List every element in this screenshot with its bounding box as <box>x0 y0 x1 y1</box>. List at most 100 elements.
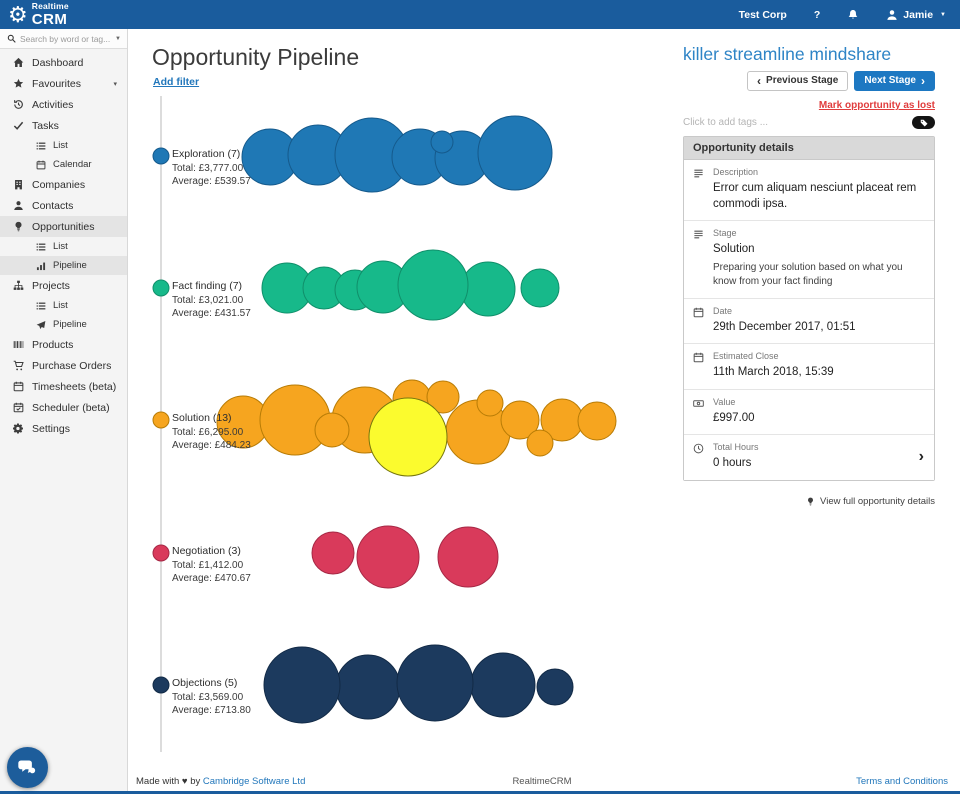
sidebar-search[interactable]: ▼ <box>0 29 127 49</box>
opportunity-panel: killer streamline mindshare ‹ Previous S… <box>683 44 935 507</box>
user-icon <box>13 200 24 211</box>
history-icon <box>13 99 24 110</box>
opportunity-bubble[interactable] <box>526 429 554 457</box>
sidebar-item-label: Opportunities <box>32 220 95 233</box>
chat-button[interactable] <box>7 747 48 788</box>
sidebar-item-purchase-orders[interactable]: Purchase Orders <box>0 355 127 376</box>
opportunity-bubble[interactable] <box>536 668 574 706</box>
stage-avg: Average: £470.67 <box>172 573 251 584</box>
detail-row-value[interactable]: Value £997.00 <box>684 388 934 435</box>
stage-label-negotiation: Negotiation (3) Total: £1,412.00 Average: … <box>172 545 290 586</box>
search-input[interactable] <box>20 33 112 44</box>
stage-total: Total: £1,412.00 <box>172 559 244 571</box>
opportunity-bubble[interactable] <box>311 531 355 575</box>
sidebar-item-opportunities[interactable]: Opportunities <box>0 216 127 237</box>
detail-label: Description <box>713 167 759 177</box>
opportunity-bubble[interactable] <box>500 400 540 440</box>
opportunity-bubble[interactable] <box>470 652 536 718</box>
detail-label: Value <box>713 396 736 407</box>
add-filter-link[interactable]: Add filter <box>153 76 200 88</box>
opportunity-bubble[interactable] <box>476 389 504 417</box>
sidebar-item-scheduler-beta[interactable]: Scheduler (beta) <box>0 397 127 418</box>
sidebar-item-favourites[interactable]: Favourites ▾ <box>0 73 127 94</box>
navbar-company[interactable]: Test Corp <box>738 8 787 21</box>
opportunity-bubble[interactable] <box>314 412 350 448</box>
user-menu[interactable]: Jamie ▼ <box>886 9 946 21</box>
stage-name: Negotiation (3) <box>172 545 241 557</box>
sidebar-item-label: List <box>53 140 68 151</box>
detail-value: 29th December 2017, 01:51 <box>713 320 856 333</box>
opportunity-bubble[interactable] <box>356 525 420 589</box>
detail-row-estimated-close[interactable]: Estimated Close 11th March 2018, 15:39 <box>684 343 934 389</box>
opportunity-bubble[interactable] <box>396 644 474 722</box>
sidebar-item-timesheets-beta[interactable]: Timesheets (beta) <box>0 376 127 397</box>
details-header: Opportunity details <box>684 137 934 160</box>
sidebar-item-contacts[interactable]: Contacts <box>0 195 127 216</box>
sidebar-item-label: Products <box>32 338 74 351</box>
opportunity-bubble[interactable] <box>577 401 617 441</box>
opportunity-bubble[interactable] <box>426 380 460 414</box>
opportunity-details-card: Opportunity details Description Error cum… <box>683 136 935 481</box>
sidebar-item-label: Timesheets (beta) <box>32 380 117 393</box>
help-button[interactable]: ? <box>813 8 821 21</box>
notifications-button[interactable] <box>847 9 859 21</box>
detail-label: Date <box>713 305 733 316</box>
home-icon <box>13 57 24 68</box>
gear-icon <box>13 423 24 434</box>
sidebar-item-projects[interactable]: Projects <box>0 275 127 296</box>
app-logo[interactable]: ⚙ Realtime CRM <box>8 2 69 27</box>
bell-icon <box>847 9 859 21</box>
opportunity-bubble[interactable] <box>437 526 499 588</box>
chevron-right-icon: › <box>918 448 924 466</box>
opportunity-bubble[interactable] <box>520 268 560 308</box>
caret-down-icon: ▼ <box>940 11 946 18</box>
tag-icon <box>920 119 927 126</box>
sidebar-item-list[interactable]: List <box>0 296 127 315</box>
mark-opportunity-lost-link[interactable]: Mark opportunity as lost <box>818 100 935 111</box>
sidebar-item-label: Pipeline <box>53 260 87 271</box>
company-link[interactable]: Cambridge Software Ltd <box>202 775 306 787</box>
text-lines-icon <box>693 168 704 179</box>
detail-row-total-hours[interactable]: Total Hours 0 hours › <box>684 434 934 480</box>
sidebar-item-label: Companies <box>32 178 86 191</box>
sidebar-item-dashboard[interactable]: Dashboard <box>0 52 127 73</box>
opportunity-bubble[interactable] <box>263 646 341 724</box>
sidebar-item-settings[interactable]: Settings <box>0 418 127 439</box>
sidebar-item-list[interactable]: List <box>0 136 127 155</box>
tag-button[interactable] <box>912 116 935 129</box>
sidebar-item-activities[interactable]: Activities <box>0 94 127 115</box>
check-icon <box>13 120 24 131</box>
footer: Made with ♥ by Cambridge Software Ltd Re… <box>128 773 960 789</box>
search-caret-down-icon[interactable]: ▼ <box>115 35 121 42</box>
lightbulb-icon <box>13 221 24 232</box>
previous-stage-button[interactable]: ‹ Previous Stage <box>747 71 849 91</box>
stage-dot-fact-finding <box>152 279 170 297</box>
opportunity-bubble[interactable] <box>397 249 469 321</box>
detail-row-description[interactable]: Description Error cum aliquam nesciunt pl… <box>684 160 934 221</box>
opportunity-title: killer streamline mindshare <box>683 44 892 64</box>
sidebar-item-products[interactable]: Products <box>0 334 127 355</box>
next-stage-button[interactable]: Next Stage › <box>854 71 935 91</box>
opportunity-bubble[interactable] <box>430 130 454 154</box>
sidebar-item-pipeline[interactable]: Pipeline <box>0 315 127 334</box>
clock-icon <box>693 443 704 454</box>
sidebar-item-tasks[interactable]: Tasks <box>0 115 127 136</box>
opportunity-bubble[interactable] <box>477 115 553 191</box>
list-icon <box>36 242 46 252</box>
sidebar-item-label: Contacts <box>32 199 74 212</box>
view-full-details-link[interactable]: View full opportunity details <box>683 496 935 507</box>
sidebar-item-calendar[interactable]: Calendar <box>0 155 127 174</box>
add-tags-field[interactable]: Click to add tags ... <box>683 117 769 128</box>
text-lines-icon <box>693 229 704 240</box>
sidebar-item-list[interactable]: List <box>0 237 127 256</box>
opportunity-bubble-selected[interactable] <box>368 397 448 477</box>
opportunity-bubble[interactable] <box>335 654 401 720</box>
opportunity-bubble[interactable] <box>460 261 516 317</box>
sidebar: ▼ Dashboard Favourites ▾ Activities Tasks Lis… <box>0 29 128 794</box>
sidebar-item-companies[interactable]: Companies <box>0 174 127 195</box>
terms-link[interactable]: Terms and Conditions <box>856 775 949 787</box>
stage-avg: Average: £431.57 <box>172 308 251 319</box>
detail-row-date[interactable]: Date 29th December 2017, 01:51 <box>684 297 934 344</box>
sidebar-item-pipeline[interactable]: Pipeline <box>0 256 127 275</box>
detail-row-stage[interactable]: Stage Solution Preparing your solution bas… <box>684 220 934 298</box>
